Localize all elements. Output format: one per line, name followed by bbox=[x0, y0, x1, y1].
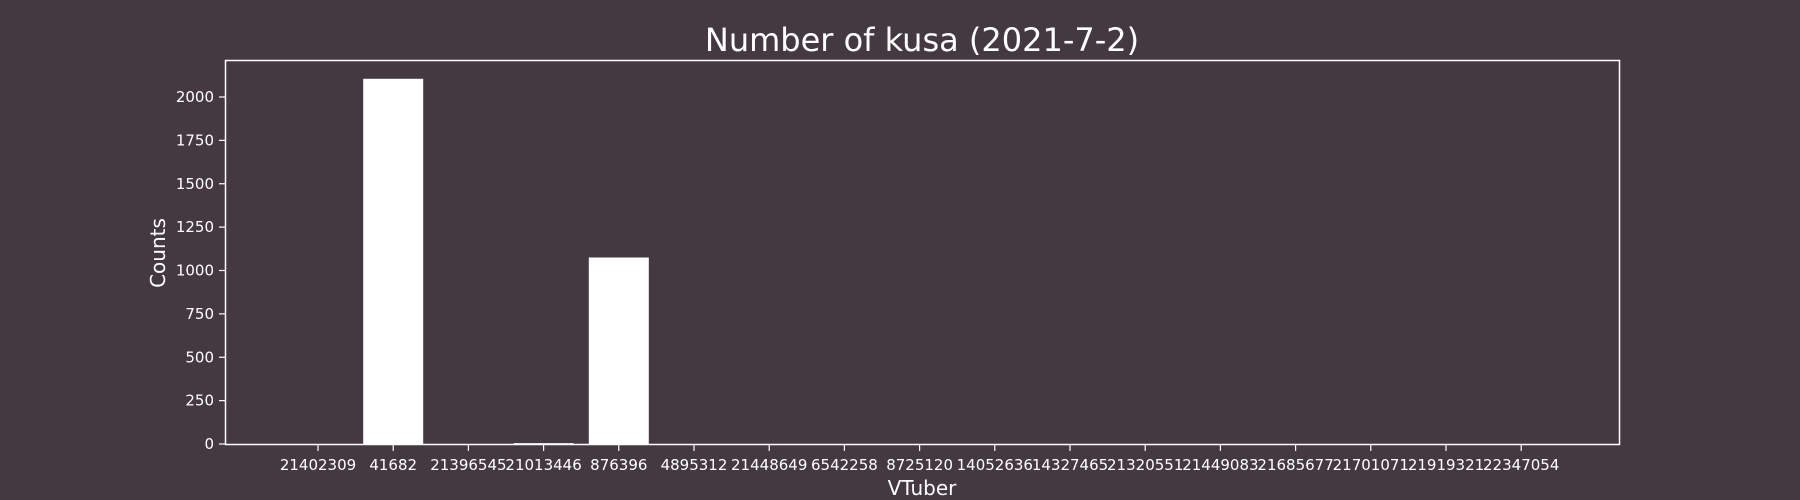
y-tick-label: 1500 bbox=[176, 175, 214, 193]
plot-area-frame bbox=[224, 59, 1621, 446]
bar bbox=[513, 443, 574, 444]
y-tick-label: 750 bbox=[185, 305, 214, 323]
chart-title: Number of kusa (2021-7-2) bbox=[705, 21, 1139, 59]
y-tick-label: 2000 bbox=[176, 88, 214, 106]
x-axis-label: VTuber bbox=[888, 476, 958, 500]
x-tick-label: 21402309 bbox=[280, 456, 356, 474]
x-tick-label: 21919321 bbox=[1408, 456, 1484, 474]
x-tick-label: 21013446 bbox=[505, 456, 581, 474]
x-tick-label: 21396545 bbox=[430, 456, 506, 474]
x-tick-label: 14327465 bbox=[1032, 456, 1108, 474]
x-tick-label: 21701071 bbox=[1333, 456, 1409, 474]
y-tick-label: 500 bbox=[185, 348, 214, 366]
x-tick-label: 8725120 bbox=[886, 456, 953, 474]
x-tick-label: 4895312 bbox=[661, 456, 728, 474]
x-tick-label: 21320551 bbox=[1107, 456, 1183, 474]
bar bbox=[588, 257, 649, 444]
y-tick-label: 1250 bbox=[176, 218, 214, 236]
y-tick-label: 1000 bbox=[176, 262, 214, 280]
y-axis-label: Counts bbox=[146, 218, 170, 288]
y-tick-label: 250 bbox=[185, 392, 214, 410]
x-tick-label: 6542258 bbox=[811, 456, 878, 474]
x-tick-label: 14052636 bbox=[957, 456, 1033, 474]
x-tick-label: 21448649 bbox=[731, 456, 807, 474]
y-axis: 0 250 500 750 1000 1250 1500 1750 2000 bbox=[176, 88, 226, 453]
x-tick-label: 876396 bbox=[590, 456, 647, 474]
bar bbox=[363, 78, 424, 444]
y-tick-label: 1750 bbox=[176, 131, 214, 149]
x-tick-label: 21449083 bbox=[1182, 456, 1258, 474]
bar-series bbox=[363, 78, 649, 444]
x-tick-label: 41682 bbox=[369, 456, 417, 474]
x-tick-label: 21685677 bbox=[1257, 456, 1333, 474]
x-tick-label: 22347054 bbox=[1483, 456, 1559, 474]
y-tick-label: 0 bbox=[204, 435, 214, 453]
